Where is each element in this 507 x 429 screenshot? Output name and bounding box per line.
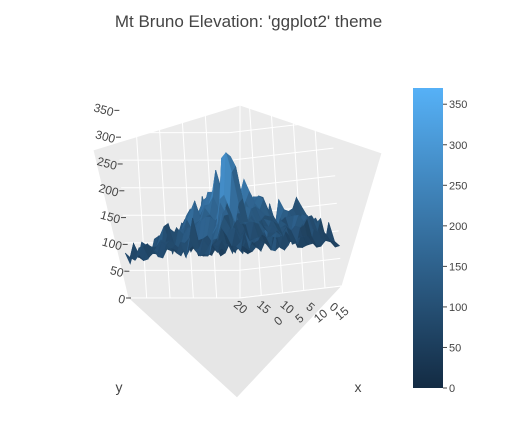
colorbar-tick-label: 0 xyxy=(449,383,455,395)
floor-plane xyxy=(126,285,344,399)
colorbar-tick-label: 150 xyxy=(449,261,467,273)
z-tick-label: 300 xyxy=(94,127,117,146)
z-axis-ticks: 0 50 100 150 200 250 300 350 xyxy=(92,101,131,307)
colorbar-gradient xyxy=(413,88,443,388)
colorbar-tick-label: 350 xyxy=(449,99,467,111)
y-axis-title: y xyxy=(116,379,123,395)
chart-title: Mt Bruno Elevation: 'ggplot2' theme xyxy=(114,12,383,31)
left-wall-vertical xyxy=(157,104,171,299)
z-tick-label: 200 xyxy=(97,181,120,200)
surface-cell xyxy=(229,172,239,223)
left-wall-vertical xyxy=(134,104,148,299)
z-tick-label: 100 xyxy=(101,235,124,254)
colorbar-tick-label: 200 xyxy=(449,221,467,233)
z-tick-label: 150 xyxy=(99,208,122,227)
z-tick-label: 0 xyxy=(117,292,127,307)
colorbar-tick-label: 300 xyxy=(449,140,467,152)
right-wall-vertical xyxy=(270,99,283,294)
x-axis-title: x xyxy=(355,379,362,395)
left-wall-vertical xyxy=(180,104,194,299)
colorbar: 0 50 100 150 200 250 300 350 xyxy=(413,88,467,395)
colorbar-tick-label: 250 xyxy=(449,180,467,192)
right-wall-vertical xyxy=(291,97,305,291)
z-tick-label: 250 xyxy=(96,154,119,173)
colorbar-tick-label: 100 xyxy=(449,302,467,314)
colorbar-tick-label: 50 xyxy=(449,342,461,354)
elevation-surface[interactable] xyxy=(124,152,341,265)
z-tick-label: 350 xyxy=(92,101,115,120)
right-wall-gridline xyxy=(227,92,331,106)
z-tick-label: 50 xyxy=(109,263,126,280)
right-wall-vertical xyxy=(312,94,326,289)
colorbar-ticks: 0 50 100 150 200 250 300 350 xyxy=(443,99,467,395)
